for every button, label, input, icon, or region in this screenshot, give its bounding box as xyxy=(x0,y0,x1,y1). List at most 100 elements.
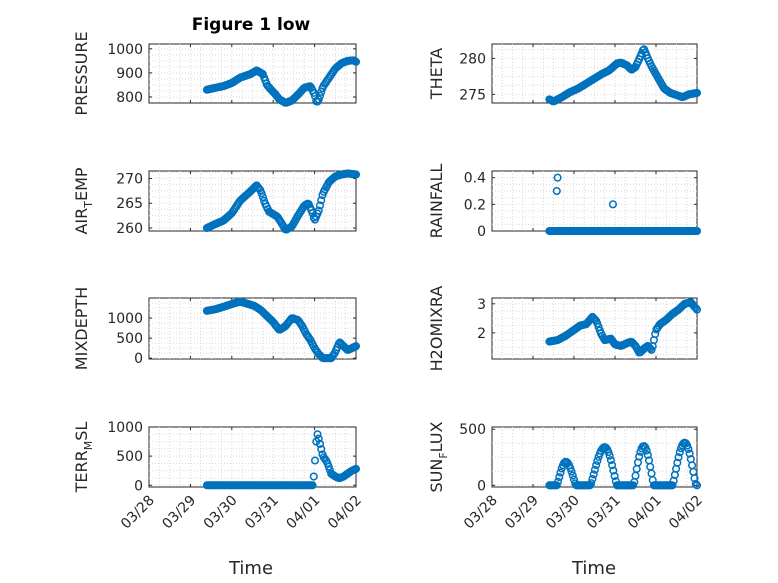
y-tick-label: 900 xyxy=(116,66,143,82)
y-tick-label: 265 xyxy=(116,196,143,212)
data-point xyxy=(317,196,326,205)
series-rainfall xyxy=(545,173,702,236)
data-point xyxy=(684,444,693,454)
data-point xyxy=(351,170,361,179)
x-tick-label: 03/28 xyxy=(461,493,501,533)
data-point xyxy=(642,446,651,455)
x-tick-label: 04/01 xyxy=(284,493,324,533)
data-point xyxy=(310,456,320,465)
data-point xyxy=(590,465,599,474)
x-tick-label: 03/31 xyxy=(584,493,624,533)
data-point xyxy=(590,315,599,324)
series-air_temp xyxy=(202,169,361,234)
data-point xyxy=(608,461,617,470)
data-point xyxy=(692,481,702,490)
axes-layer: 800 900 1000 PRESSURE 275 280 THETA 260 265 270 AI… xyxy=(72,31,706,532)
y-axis-label-pressure: PRESSURE xyxy=(72,31,91,115)
data-point xyxy=(673,458,682,467)
data-point xyxy=(351,57,361,66)
x-tick-label: 04/01 xyxy=(625,493,665,533)
data-point xyxy=(587,479,596,488)
data-point xyxy=(643,450,652,459)
data-point xyxy=(668,481,677,490)
grid-h2omixra xyxy=(492,298,697,359)
data-point xyxy=(552,481,561,490)
axes-mixdepth: 0 500 1000 MIXDEPTH xyxy=(72,287,361,370)
series-mixdepth xyxy=(202,297,361,363)
y-tick-label: 1000 xyxy=(107,311,143,327)
data-point xyxy=(315,91,325,100)
axes-theta: 275 280 THETA xyxy=(427,43,702,106)
figure-title: Figure 1 low xyxy=(192,15,311,35)
series-pressure xyxy=(202,56,361,107)
data-point xyxy=(588,474,597,484)
data-point xyxy=(674,453,683,462)
y-axis-label-theta: THETA xyxy=(427,48,446,100)
data-point xyxy=(314,206,323,215)
data-point xyxy=(593,456,602,465)
data-point xyxy=(552,186,561,196)
data-point xyxy=(567,467,576,476)
data-point xyxy=(553,173,562,182)
series-terr_msl xyxy=(202,430,361,490)
x-tick-label: 03/29 xyxy=(502,493,542,533)
y-axis-label-h2omixra: H2OMIXRA xyxy=(427,286,446,372)
y-tick-label: 0 xyxy=(477,224,486,240)
y-tick-label: 270 xyxy=(116,171,143,187)
x-axis-label-left: Time xyxy=(228,558,273,579)
y-tick-label: 0 xyxy=(134,351,143,367)
y-tick-label: 275 xyxy=(459,87,486,103)
data-point xyxy=(315,201,325,210)
data-point xyxy=(692,226,702,236)
x-tick-label: 03/31 xyxy=(242,493,282,533)
axes-rainfall: 0 0.2 0.4 RAINFALL xyxy=(427,164,702,240)
y-tick-label: 0 xyxy=(134,478,143,494)
data-point xyxy=(685,449,694,458)
data-point xyxy=(647,345,656,354)
grid-pressure xyxy=(149,44,356,103)
y-tick-label: 0.4 xyxy=(464,171,486,187)
data-point xyxy=(608,200,618,209)
y-tick-label: 1000 xyxy=(107,42,143,58)
x-axis-label-right: Time xyxy=(571,558,616,579)
data-point xyxy=(594,322,603,332)
axes-h2omixra: 2 3 H2OMIXRA xyxy=(427,286,702,372)
data-point xyxy=(568,471,577,480)
data-point xyxy=(351,464,361,473)
data-point xyxy=(610,471,619,481)
data-point xyxy=(313,430,322,439)
data-point xyxy=(258,192,267,202)
data-point xyxy=(351,342,361,351)
data-point xyxy=(323,459,332,468)
y-axis-label-rainfall: RAINFALL xyxy=(427,164,446,239)
data-point xyxy=(553,477,563,486)
data-point xyxy=(566,464,575,473)
axes-air_temp: 260 265 270 AIRTEMP xyxy=(72,167,361,237)
data-point xyxy=(606,456,615,465)
axes-sun_flux: 03/28 03/29 03/30 03/31 04/01 04/02 0 500 SUNFLU… xyxy=(427,421,706,532)
data-point xyxy=(605,451,614,460)
grid-air_temp xyxy=(149,171,356,231)
series-h2omixra xyxy=(545,298,702,357)
data-point xyxy=(257,189,266,198)
data-point xyxy=(556,468,565,477)
data-point xyxy=(589,470,598,479)
y-tick-label: 1000 xyxy=(107,420,143,436)
y-tick-label: 500 xyxy=(116,331,143,347)
data-point xyxy=(635,452,644,461)
y-axis-label-air_temp: AIRTEMP xyxy=(72,167,95,234)
y-tick-label: 2 xyxy=(477,326,486,342)
data-point xyxy=(315,439,325,448)
y-axis-label-terr_msl: TERRMSL xyxy=(72,422,95,494)
y-tick-label: 3 xyxy=(477,297,486,313)
data-point xyxy=(675,448,684,457)
data-point xyxy=(314,434,323,443)
y-tick-label: 260 xyxy=(116,221,143,237)
grid-rainfall xyxy=(492,171,697,231)
x-tick-label: 03/30 xyxy=(543,493,583,533)
y-tick-label: 0.2 xyxy=(464,197,486,213)
y-tick-label: 500 xyxy=(116,449,143,465)
data-point xyxy=(692,305,702,314)
data-point xyxy=(555,473,564,482)
